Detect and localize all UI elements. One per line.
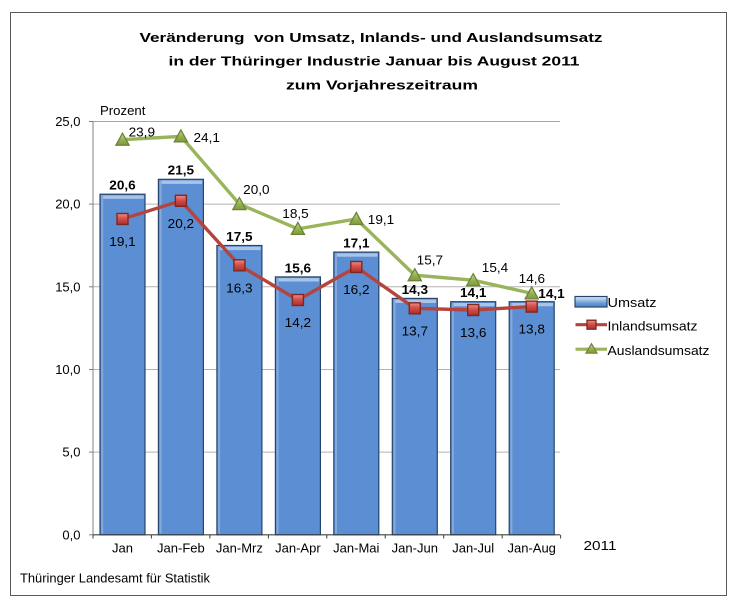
svg-text:Inlandsumsatz: Inlandsumsatz: [608, 319, 698, 334]
svg-text:Thüringer Landesamt für Statis: Thüringer Landesamt für Statistik: [20, 571, 210, 586]
svg-text:18,5: 18,5: [282, 206, 308, 221]
svg-text:14,1: 14,1: [538, 286, 564, 301]
svg-text:15,6: 15,6: [285, 260, 311, 275]
svg-text:24,1: 24,1: [194, 130, 220, 145]
svg-text:zum Vorjahreszeitraum: zum Vorjahreszeitraum: [286, 78, 478, 93]
svg-text:21,5: 21,5: [168, 163, 194, 178]
svg-text:Jan: Jan: [112, 541, 133, 556]
svg-text:Jan-Mai: Jan-Mai: [333, 541, 379, 556]
svg-text:13,7: 13,7: [402, 323, 428, 338]
svg-text:Jan-Apr: Jan-Apr: [275, 541, 321, 556]
svg-text:10,0: 10,0: [55, 362, 80, 377]
svg-text:Jan-Jul: Jan-Jul: [452, 541, 494, 556]
svg-text:20,0: 20,0: [55, 197, 80, 212]
svg-text:Auslandsumsatz: Auslandsumsatz: [608, 343, 710, 358]
svg-text:17,1: 17,1: [343, 236, 369, 251]
svg-text:Umsatz: Umsatz: [608, 295, 657, 310]
svg-text:Jan-Jun: Jan-Jun: [392, 541, 438, 556]
svg-text:16,3: 16,3: [226, 280, 252, 295]
svg-text:0,0: 0,0: [62, 527, 80, 542]
svg-text:5,0: 5,0: [62, 445, 80, 460]
svg-text:Prozent: Prozent: [100, 103, 146, 118]
svg-text:13,6: 13,6: [460, 325, 486, 340]
svg-text:20,0: 20,0: [243, 182, 269, 197]
svg-text:Veränderung von Umsatz, Inlan: Veränderung von Umsatz, Inlands- und Aus…: [140, 30, 604, 45]
svg-text:Jan-Feb: Jan-Feb: [157, 541, 205, 556]
svg-text:15,7: 15,7: [417, 252, 443, 267]
svg-text:25,0: 25,0: [55, 114, 80, 129]
svg-text:20,6: 20,6: [109, 178, 135, 193]
svg-text:Jan-Aug: Jan-Aug: [507, 541, 555, 556]
svg-text:2011: 2011: [584, 538, 617, 553]
svg-text:in der Thüringer Industrie Jan: in der Thüringer Industrie Januar bis Au…: [169, 54, 580, 69]
svg-text:17,5: 17,5: [226, 229, 252, 244]
svg-text:20,2: 20,2: [168, 216, 194, 231]
svg-text:14,6: 14,6: [519, 271, 545, 286]
svg-text:19,1: 19,1: [368, 212, 394, 227]
svg-text:14,2: 14,2: [285, 315, 311, 330]
svg-text:15,0: 15,0: [55, 279, 80, 294]
svg-text:16,2: 16,2: [343, 282, 369, 297]
svg-text:23,9: 23,9: [129, 124, 155, 139]
svg-text:Jan-Mrz: Jan-Mrz: [216, 541, 263, 556]
svg-text:19,1: 19,1: [109, 234, 135, 249]
svg-text:14,3: 14,3: [402, 282, 428, 297]
svg-text:14,1: 14,1: [460, 285, 486, 300]
svg-text:15,4: 15,4: [482, 260, 508, 275]
svg-text:13,8: 13,8: [519, 322, 545, 337]
